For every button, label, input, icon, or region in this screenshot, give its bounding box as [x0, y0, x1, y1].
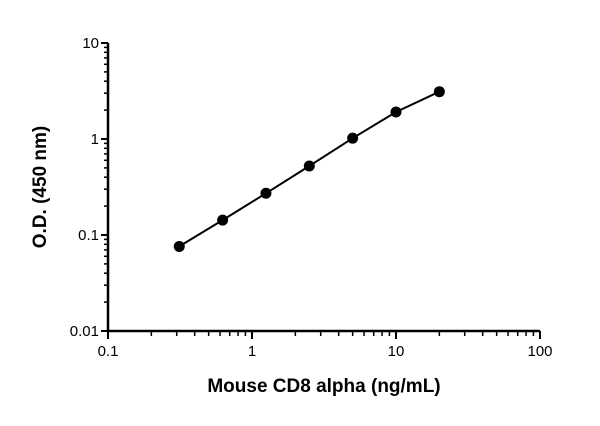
x-tick-label: 10 [388, 343, 405, 360]
data-point [260, 187, 272, 199]
y-tick-label: 1 [91, 131, 99, 148]
y-axis-title: O.D. (450 nm) [30, 126, 51, 248]
data-point [390, 106, 402, 118]
x-tick-label: 100 [527, 343, 552, 360]
x-tick-label: 1 [248, 343, 256, 360]
data-series [173, 86, 445, 252]
data-point [347, 132, 359, 144]
axes [101, 42, 541, 339]
y-tick-label: 10 [82, 35, 99, 52]
data-point [303, 160, 315, 172]
tick-labels: 0.01 0.1 1 10 0.1 1 10 100 [70, 35, 553, 360]
data-point [433, 86, 445, 98]
x-axis-title: Mouse CD8 alpha (ng/mL) [207, 376, 440, 397]
y-tick-label: 0.01 [70, 323, 99, 340]
data-point [173, 240, 185, 252]
x-tick-label: 0.1 [98, 343, 119, 360]
y-tick-label: 0.1 [78, 227, 99, 244]
data-point [217, 214, 229, 226]
